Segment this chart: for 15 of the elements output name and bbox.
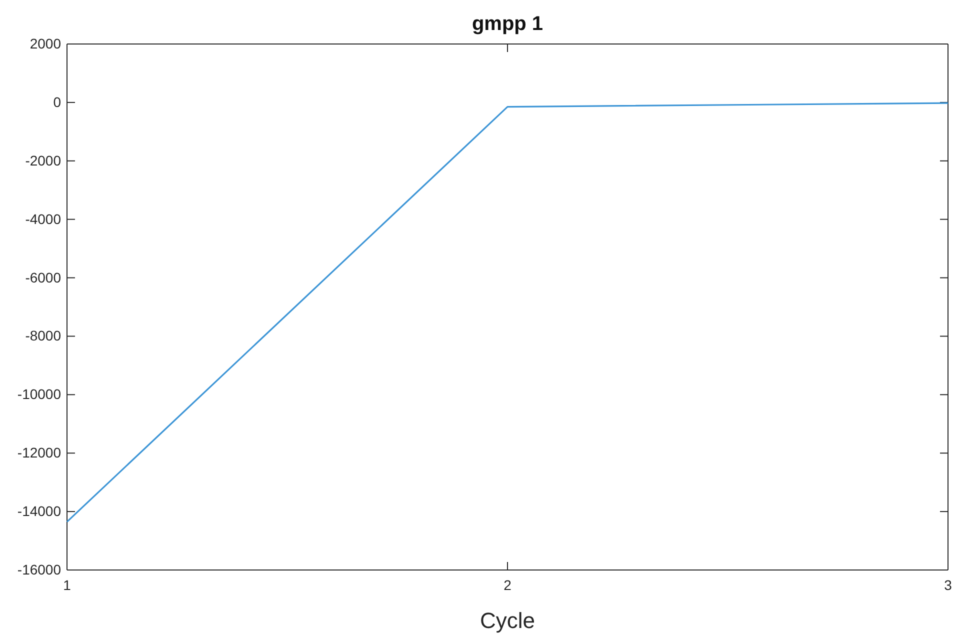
x-axis-title: Cycle — [480, 608, 536, 633]
y-tick-label: -8000 — [25, 328, 62, 344]
y-tick-label: -12000 — [17, 444, 62, 461]
y-tick-label: -4000 — [25, 210, 62, 227]
y-tick-label: -2000 — [25, 152, 62, 168]
y-tick-label: 2000 — [30, 35, 62, 52]
x-tick-label: 3 — [944, 576, 952, 593]
x-tick-label: 1 — [63, 576, 72, 593]
y-tick-label: -6000 — [25, 269, 62, 286]
x-tick-label: 2 — [504, 576, 512, 593]
y-tick-label: 0 — [53, 94, 62, 110]
y-tick-label: -10000 — [17, 386, 62, 402]
chart-title: gmpp 1 — [472, 13, 544, 35]
y-tick-label: -16000 — [17, 561, 62, 578]
y-tick-label: -14000 — [17, 503, 62, 520]
